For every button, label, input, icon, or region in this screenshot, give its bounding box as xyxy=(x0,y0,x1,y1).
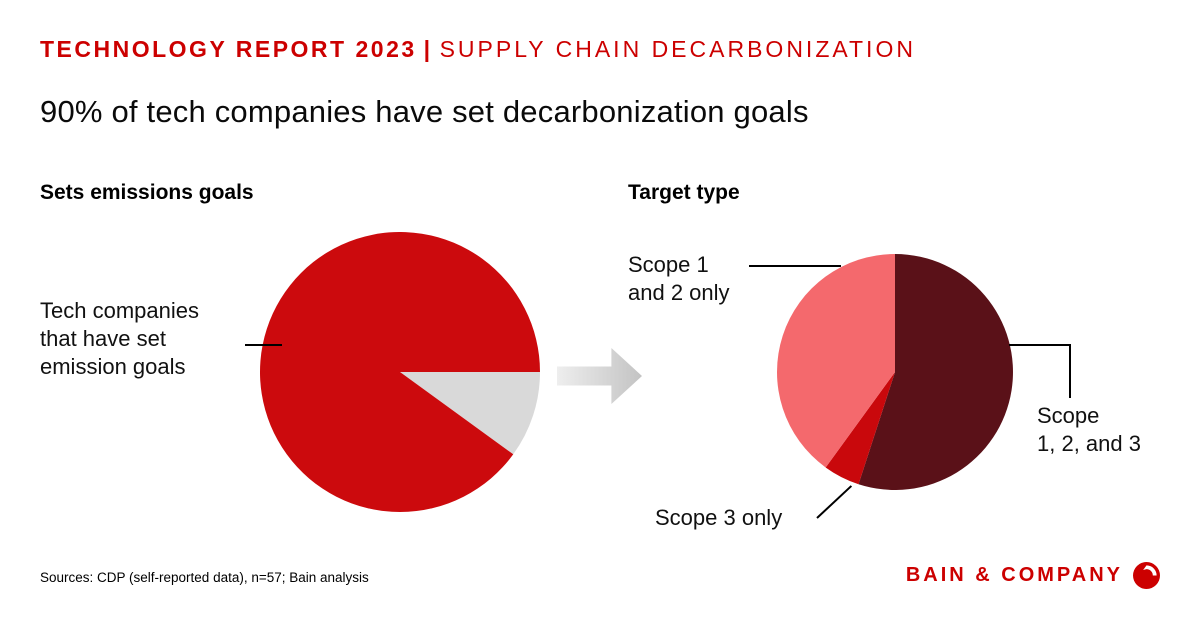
pie-slice xyxy=(260,232,540,512)
right-arrow-icon xyxy=(557,348,642,404)
scope-1-2-leader-line xyxy=(749,265,841,267)
brand-block: BAIN & COMPANY xyxy=(906,562,1160,589)
right-chart-heading: Target type xyxy=(628,181,740,204)
bain-logo-icon xyxy=(1133,562,1160,589)
left-pie-callout-label: Tech companies that have set emission go… xyxy=(40,298,199,379)
scope-1-2-3-leader-line-horizontal xyxy=(1009,344,1071,346)
pie-slice xyxy=(777,254,895,468)
scope-3-only-label: Scope 3 only xyxy=(655,505,783,530)
report-eyebrow: TECHNOLOGY REPORT 2023 | SUPPLY CHAIN DECA… xyxy=(40,36,916,63)
emissions-goals-pie-chart xyxy=(260,232,540,512)
brand-wordmark: BAIN & COMPANY xyxy=(905,564,1123,586)
scope-1-2-3-leader-line-vertical xyxy=(1069,344,1071,398)
pie-slice xyxy=(825,372,895,485)
left-callout-leader-line xyxy=(245,344,282,346)
scope-1-2-3-label: Scope 1, 2, and 3 xyxy=(1037,403,1141,456)
pie-slice xyxy=(400,372,540,455)
scope-1-2-only-label: Scope 1 and 2 only xyxy=(628,252,730,305)
left-chart-heading: Sets emissions goals xyxy=(40,181,254,204)
target-type-pie-chart xyxy=(777,254,1013,490)
report-name: TECHNOLOGY REPORT 2023 xyxy=(40,36,417,62)
eyebrow-separator: | xyxy=(423,36,433,62)
scope-3-leader-line xyxy=(816,485,853,519)
pie-slice xyxy=(858,254,1013,490)
sources-note: Sources: CDP (self-reported data), n=57;… xyxy=(40,570,369,585)
page-title: 90% of tech companies have set decarboni… xyxy=(40,94,809,129)
report-section: SUPPLY CHAIN DECARBONIZATION xyxy=(439,36,916,62)
